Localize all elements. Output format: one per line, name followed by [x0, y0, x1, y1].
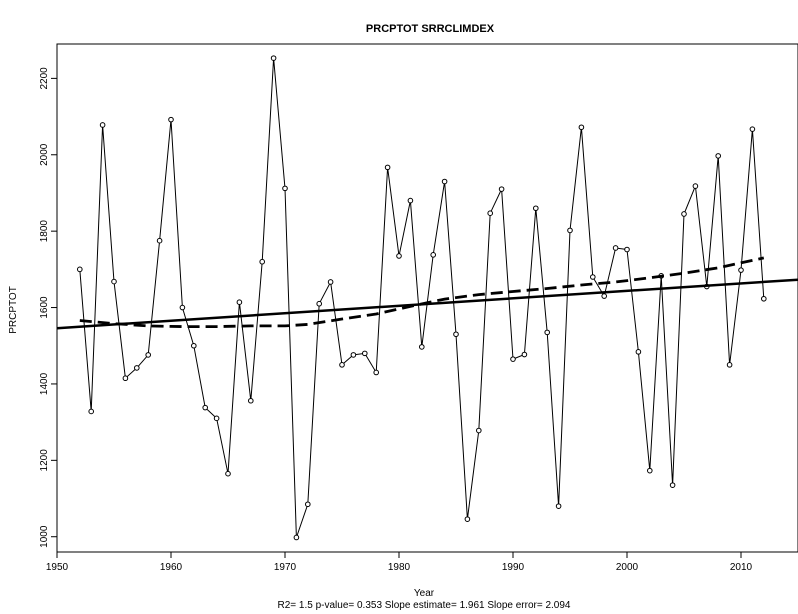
data-point: [396, 253, 402, 259]
plot-frame: [56, 43, 798, 553]
data-point: [339, 362, 345, 368]
data-point: [99, 122, 106, 128]
data-point: [521, 351, 528, 358]
data-point: [305, 501, 311, 508]
data-point: [635, 349, 642, 355]
x-tick-label: 2000: [616, 562, 639, 573]
data-point: [453, 331, 459, 338]
x-tick-label: 1960: [160, 562, 183, 573]
data-point: [213, 415, 220, 422]
x-tick-label: 1990: [502, 562, 525, 573]
data-point: [510, 356, 516, 362]
data-point: [384, 164, 391, 171]
data-point: [555, 503, 562, 509]
data-point: [225, 470, 231, 477]
x-tick-label: 1980: [388, 562, 411, 573]
data-point: [533, 205, 539, 212]
data-point: [236, 299, 243, 306]
data-point: [761, 295, 767, 302]
data-point: [327, 279, 334, 285]
data-point: [134, 365, 140, 371]
plot-area: 1950 1960 1970 1980 1990 2000 2010 1000 1200 1400…: [39, 43, 798, 573]
data-point: [647, 467, 653, 474]
data-point: [156, 237, 163, 244]
data-point: [179, 304, 186, 311]
data-point: [441, 178, 448, 185]
y-tick-label: 1000: [39, 525, 50, 548]
data-point: [407, 197, 414, 204]
data-point: [738, 267, 744, 273]
data-point: [612, 245, 619, 251]
y-axis-label: PRCPTOT: [8, 286, 19, 334]
data-point: [498, 186, 505, 192]
data-point: [202, 404, 208, 411]
x-tick-label: 2010: [730, 562, 753, 573]
chart-title: PRCPTOT SRRCLIMDEX: [366, 23, 495, 35]
data-point: [567, 227, 573, 234]
data-point: [430, 252, 437, 258]
y-tick-label: 1800: [39, 220, 50, 243]
data-point: [316, 300, 323, 307]
x-tick-label: 1970: [274, 562, 297, 573]
data-point: [624, 246, 630, 253]
data-point: [669, 482, 676, 488]
data-point: [464, 516, 471, 522]
data-point: [145, 352, 151, 358]
y-tick-label: 1600: [39, 296, 50, 319]
data-point: [726, 362, 733, 368]
data-point: [578, 124, 585, 131]
data-point: [77, 266, 83, 273]
data-point: [681, 211, 687, 217]
data-point: [282, 185, 288, 192]
data-point: [122, 375, 129, 382]
data-point: [601, 293, 608, 299]
data-point: [88, 408, 94, 415]
data-point: [544, 329, 551, 336]
smoothed-trend-line: [79, 256, 765, 329]
data-point: [111, 278, 117, 285]
data-point: [419, 344, 425, 350]
data-point: [487, 210, 494, 217]
regression-stats: R2= 1.5 p-value= 0.353 Slope estimate= 1…: [278, 600, 571, 611]
x-tick-label: 1950: [46, 562, 69, 573]
series-group: [57, 55, 798, 541]
data-point: [191, 342, 197, 349]
data-point: [350, 352, 357, 358]
y-tick-label: 2000: [39, 143, 50, 166]
y-tick-label: 1200: [39, 449, 50, 472]
data-point: [692, 183, 699, 189]
data-point: [373, 369, 380, 376]
data-point: [168, 116, 174, 123]
data-point: [270, 55, 277, 61]
data-point: [749, 126, 756, 132]
data-point: [362, 350, 368, 357]
data-point: [248, 397, 254, 404]
y-tick-label: 1400: [39, 372, 50, 395]
data-point: [293, 534, 300, 541]
y-tick-label: 2200: [39, 67, 50, 90]
data-point: [715, 153, 722, 159]
data-point: [476, 427, 482, 434]
data-point: [259, 258, 266, 265]
x-axis-label: Year: [414, 588, 435, 599]
data-point: [590, 274, 596, 280]
